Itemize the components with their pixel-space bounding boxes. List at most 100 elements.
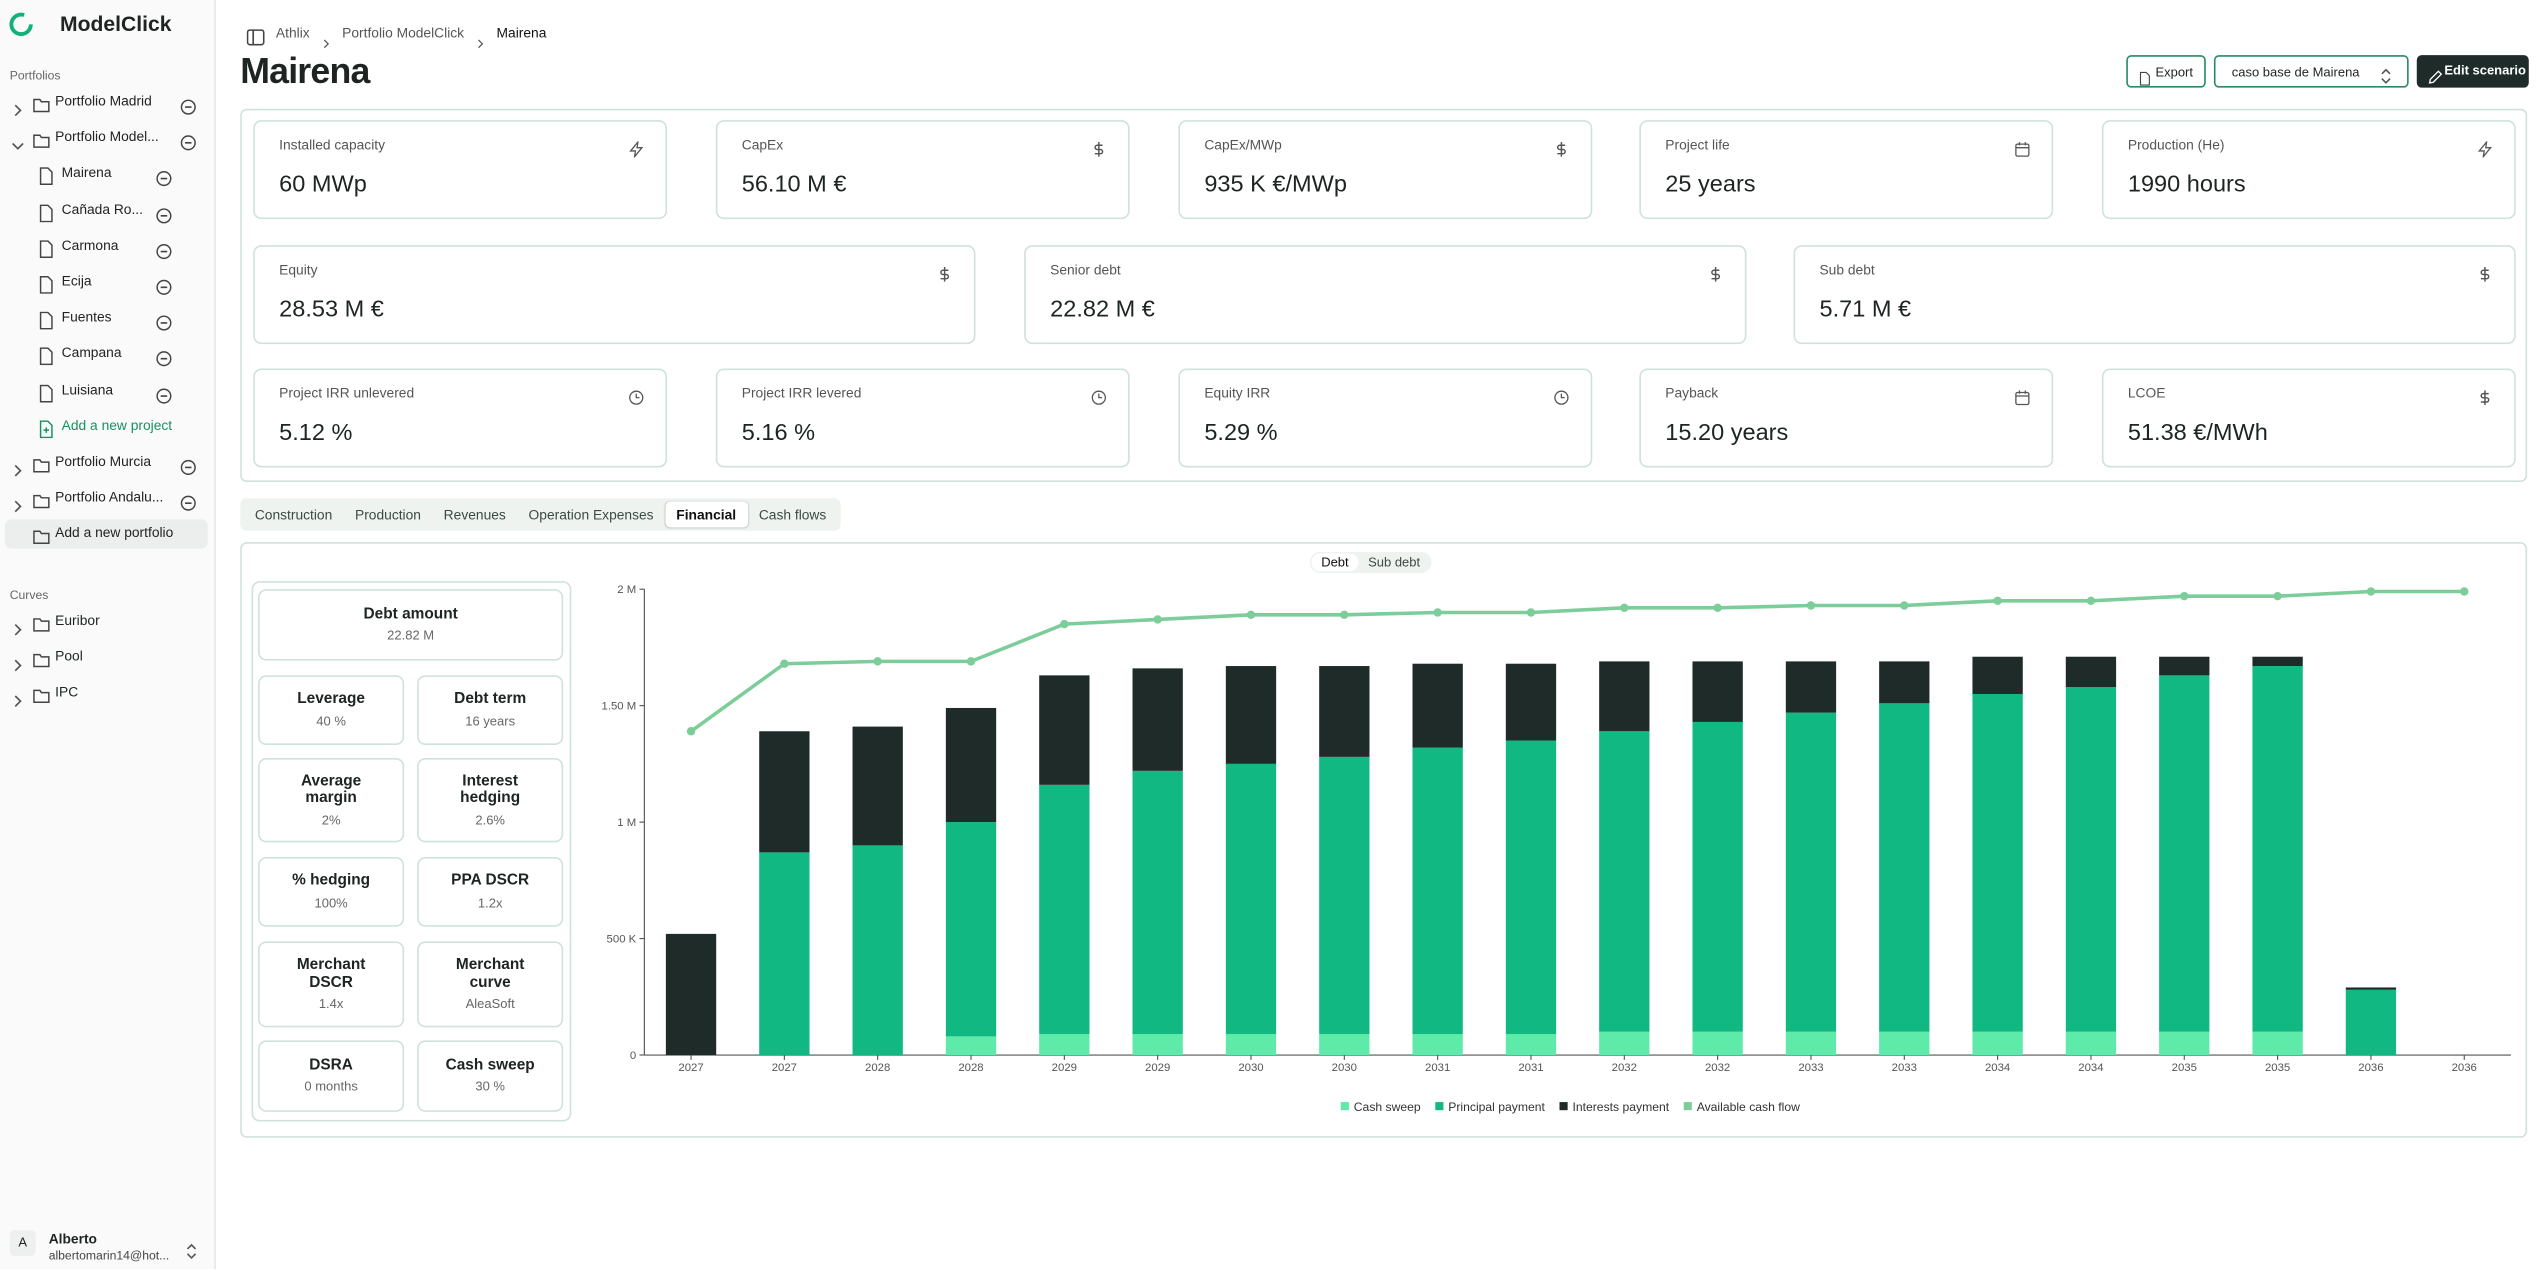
tree-item[interactable]: Portfolio Murcia bbox=[5, 448, 208, 477]
icon-shape bbox=[33, 459, 50, 473]
line-point bbox=[1620, 603, 1629, 613]
tree-item[interactable]: IPC bbox=[5, 679, 208, 708]
bar-segment bbox=[1412, 663, 1463, 748]
tree-item[interactable]: Add a new portfolio bbox=[4, 520, 208, 550]
icon bbox=[11, 687, 24, 716]
param-card: Leverage 40 % bbox=[258, 675, 405, 745]
bar-segment bbox=[945, 1036, 997, 1056]
legend-item[interactable]: Principal payment bbox=[1435, 1100, 1546, 1114]
bar-segment bbox=[2252, 656, 2303, 667]
tab[interactable]: Cash flows bbox=[758, 506, 827, 523]
tree-label: Add a new portfolio bbox=[55, 524, 174, 542]
tab[interactable]: Operation Expenses bbox=[528, 506, 654, 523]
param-card: Debt term 16 years bbox=[417, 675, 564, 745]
line-point bbox=[1246, 610, 1256, 620]
export-button[interactable]: Export bbox=[2126, 55, 2206, 88]
tab-bar: Construction Production Revenues Operation … bbox=[240, 498, 841, 531]
line-point bbox=[1060, 619, 1069, 629]
breadcrumb-item[interactable]: Athlix bbox=[275, 24, 310, 41]
tab[interactable]: Financial bbox=[664, 501, 748, 528]
icon bbox=[2014, 385, 2030, 414]
tree-item[interactable]: Cañada Ro... bbox=[5, 196, 208, 225]
legend-item[interactable]: Cash sweep bbox=[1340, 1100, 1421, 1114]
x-tick-label: 2032 bbox=[1612, 1062, 1637, 1074]
icon-shape bbox=[2477, 139, 2493, 159]
tree-item[interactable]: Campana bbox=[5, 340, 208, 369]
kpi-card: Equity 28.53 M € bbox=[253, 245, 976, 345]
icon-shape bbox=[2381, 68, 2391, 84]
breadcrumb-item[interactable]: Portfolio ModelClick bbox=[342, 24, 465, 41]
icon-shape bbox=[2015, 390, 2030, 406]
icon-shape bbox=[156, 315, 172, 331]
toggle-option[interactable]: Sub debt bbox=[1368, 555, 1421, 570]
param-value: 22.82 M bbox=[387, 628, 435, 644]
bar-segment bbox=[2252, 666, 2303, 1032]
bar-segment bbox=[1972, 656, 2023, 694]
icon bbox=[11, 651, 24, 680]
scenario-select[interactable]: caso base de Mairena bbox=[2213, 55, 2409, 88]
breadcrumb-item: Mairena bbox=[496, 24, 547, 41]
icon-shape bbox=[180, 99, 196, 115]
icon bbox=[628, 385, 644, 414]
icon bbox=[32, 129, 50, 158]
tree-item[interactable]: Euribor bbox=[5, 607, 208, 636]
kpi-label: CapEx bbox=[741, 136, 784, 153]
kpi-value: 5.29 % bbox=[1204, 420, 1278, 447]
icon-shape bbox=[629, 139, 644, 159]
tree-item[interactable]: Add a new project bbox=[5, 412, 208, 441]
tree-item[interactable]: Pool bbox=[5, 643, 208, 672]
kpi-card: CapEx/MWp 935 K €/MWp bbox=[1178, 120, 1593, 220]
chart-area: 0 500 K 1 M 1.50 M 2 M 2027 2027 2028 2028 2029 20… bbox=[584, 568, 2524, 1128]
bar-segment bbox=[665, 933, 717, 1056]
bar-segment bbox=[1972, 1031, 2023, 1056]
x-tick-label: 2028 bbox=[865, 1062, 890, 1074]
tree-item[interactable]: Portfolio Model... bbox=[5, 124, 208, 153]
icon bbox=[11, 456, 24, 485]
param-value: 100% bbox=[314, 895, 348, 911]
tab[interactable]: Production bbox=[355, 506, 421, 523]
icon-shape bbox=[156, 279, 172, 295]
tab[interactable]: Construction bbox=[254, 506, 333, 523]
tree-item[interactable]: Luisiana bbox=[5, 376, 208, 405]
x-tick-label: 2033 bbox=[1892, 1062, 1917, 1074]
icon bbox=[2014, 136, 2030, 165]
tree-item[interactable]: Portfolio Madrid bbox=[5, 88, 208, 117]
tree-label: Carmona bbox=[61, 236, 119, 253]
avatar: A bbox=[9, 1230, 36, 1257]
user-menu[interactable]: A Alberto albertomarin14@hot... bbox=[5, 1225, 208, 1264]
icon bbox=[32, 612, 50, 641]
bar-segment bbox=[1505, 1034, 1557, 1056]
param-value: 0 months bbox=[304, 1079, 358, 1095]
icon bbox=[2379, 63, 2392, 92]
param-label: DSRA bbox=[309, 1056, 353, 1075]
kpi-card: Installed capacity 60 MWp bbox=[253, 120, 668, 220]
toggle-option[interactable]: Debt bbox=[1311, 553, 1359, 572]
x-tick-label: 2029 bbox=[1145, 1062, 1170, 1074]
param-card: DSRA 0 months bbox=[258, 1040, 405, 1112]
x-tick-label: 2027 bbox=[678, 1062, 703, 1074]
x-tick-label: 2031 bbox=[1518, 1062, 1543, 1074]
param-label: Leverage bbox=[297, 690, 365, 709]
edit-scenario-button[interactable]: Edit scenario bbox=[2416, 55, 2529, 88]
tab[interactable]: Revenues bbox=[443, 506, 506, 523]
chart-panel bbox=[240, 542, 2528, 1138]
bar-segment bbox=[1879, 661, 1930, 704]
tree-item[interactable]: Fuentes bbox=[5, 304, 208, 333]
icon-shape bbox=[323, 39, 329, 49]
icon-shape bbox=[1554, 390, 1569, 405]
icon bbox=[2477, 385, 2493, 414]
tree-item[interactable]: Portfolio Andalu... bbox=[5, 484, 208, 513]
tree-item[interactable]: Ecija bbox=[5, 268, 208, 297]
line-point bbox=[686, 727, 696, 736]
legend-item[interactable]: Interests payment bbox=[1559, 1100, 1670, 1114]
x-tick-label: 2032 bbox=[1705, 1062, 1730, 1074]
legend-item[interactable]: Available cash flow bbox=[1683, 1100, 1800, 1114]
icon-shape bbox=[14, 464, 22, 477]
icon bbox=[39, 237, 54, 266]
line-point bbox=[1340, 610, 1349, 620]
x-tick-label: 2036 bbox=[2358, 1062, 2383, 1074]
tree-item[interactable]: Carmona bbox=[5, 232, 208, 261]
line bbox=[689, 589, 2465, 733]
tree-item[interactable]: Mairena bbox=[5, 160, 208, 189]
